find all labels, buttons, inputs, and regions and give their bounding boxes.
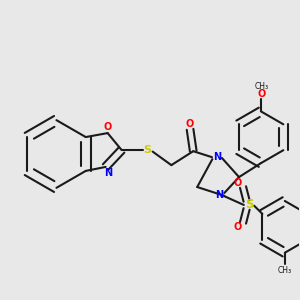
Text: O: O [233,222,242,232]
Text: CH₃: CH₃ [278,266,292,275]
Text: O: O [233,178,242,188]
Text: CH₃: CH₃ [255,82,269,91]
Text: O: O [104,122,112,132]
Text: N: N [104,168,112,178]
Text: O: O [258,89,266,99]
Text: N: N [215,190,223,200]
Text: S: S [143,145,152,154]
Text: S: S [245,198,253,211]
Text: N: N [213,152,221,162]
Text: O: O [185,119,194,129]
